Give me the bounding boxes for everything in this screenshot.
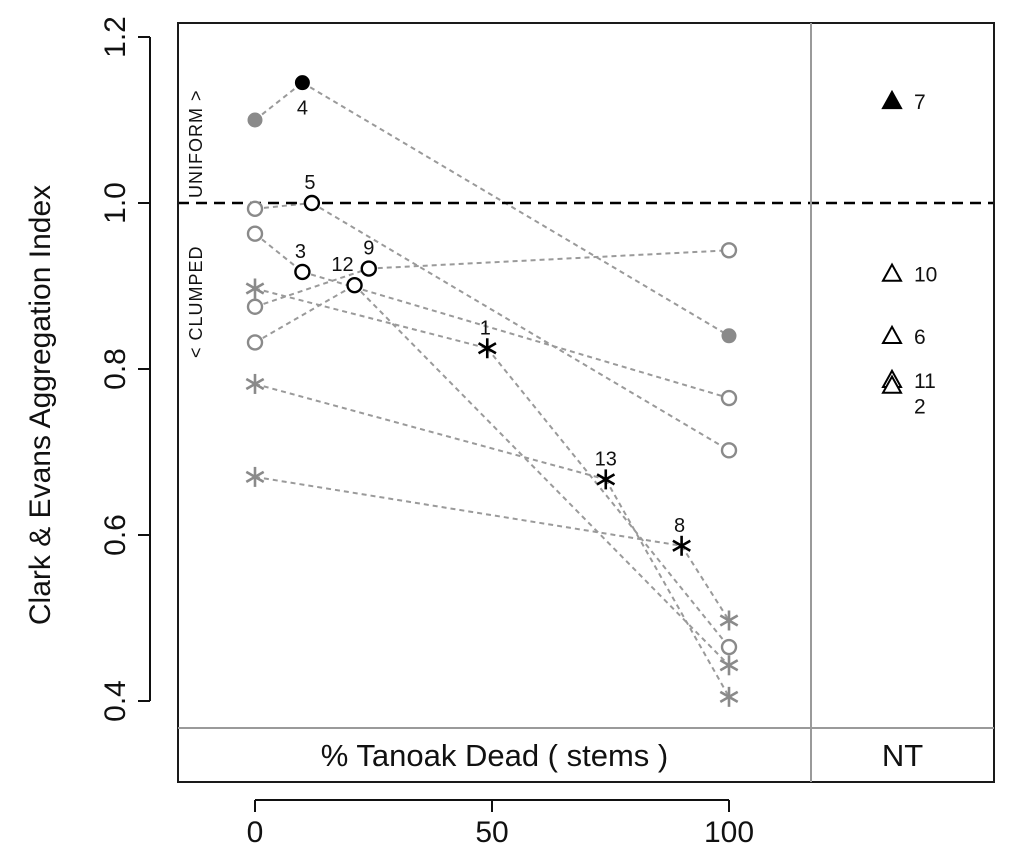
data-point-13 [245,278,265,299]
data-point-7 [672,535,691,556]
data-point-14 [245,373,265,394]
data-point-15 [245,466,265,487]
x-tick-label: 50 [475,816,508,849]
data-point-4 [360,260,377,277]
data-point-6 [596,469,616,490]
data-points [245,75,903,707]
connection-line [301,81,730,337]
nt-label-6: 6 [914,326,926,349]
data-point-22 [719,655,739,676]
data-point-18 [720,389,738,407]
data-point-1 [303,194,321,212]
data-point-19 [720,442,738,459]
connection-line [368,249,730,270]
connection-line [486,347,730,648]
y-tick-label: 0.6 [99,514,132,556]
nt-label-2: 2 [914,396,926,419]
data-point-21 [720,638,738,656]
data-point-20 [719,610,739,631]
plot-border [177,22,995,783]
data-point-11 [246,298,264,315]
connection-line [680,545,730,622]
connection-line [254,382,607,481]
data-point-9 [246,200,264,218]
data-point-12 [246,334,264,351]
data-point-17 [721,328,737,344]
nt-point-10 [881,262,903,282]
connection-line [311,202,730,452]
nt-label-7: 7 [914,91,926,114]
point-label-4: 4 [297,98,308,120]
connection-line [254,475,682,547]
connection-line [604,478,730,698]
y-tick-label: 1.2 [99,16,132,58]
connection-line [254,81,304,121]
nt-label-11: 11 [914,370,936,393]
connection-line [254,287,488,350]
data-point-0 [294,75,310,91]
data-point-5 [477,338,497,359]
nt-point-6 [881,324,903,344]
point-labels: 4 5 3 12 9 1 13 8 7 10 6 11 2 [295,91,938,537]
x-tick-label: 0 [247,816,264,849]
x-axis-title: % Tanoak Dead ( stems ) [321,738,668,773]
y-axis-title: Clark & Evans Aggregation Index [24,185,57,625]
data-point-3 [346,276,363,294]
connection-line [254,202,312,210]
point-label-3: 3 [295,241,306,263]
y-tick-label: 0.4 [99,680,132,722]
connection-line [302,270,730,400]
plot-frame [177,22,995,783]
y-tick-label: 1.0 [99,182,132,224]
point-label-1: 1 [480,317,491,339]
connection-line [353,284,730,667]
axes: 0.4 0.6 0.8 1.0 1.2 Clark & Evans Aggregation… [24,16,923,849]
connection-lines [254,81,730,698]
point-label-8: 8 [674,515,685,537]
point-label-5: 5 [304,172,315,194]
annotation-clumped: < CLUMPED [186,245,206,358]
nt-point-2 [881,374,903,394]
data-point-23 [719,686,739,707]
point-label-13: 13 [595,448,617,470]
nt-point-7 [881,89,903,110]
data-point-8 [247,112,263,128]
data-point-2 [294,263,311,281]
data-point-16 [720,242,738,259]
connection-line [254,232,304,273]
nt-label-10: 10 [914,264,937,287]
connection-line [254,267,370,308]
connection-line [254,284,356,344]
x-tick-label: 100 [704,816,754,849]
nt-panel-label: NT [882,738,923,773]
point-label-12: 12 [331,254,353,276]
annotation-uniform: UNIFORM > [186,89,206,198]
data-point-10 [246,225,264,242]
point-label-9: 9 [363,238,374,260]
y-tick-label: 0.8 [99,348,132,390]
